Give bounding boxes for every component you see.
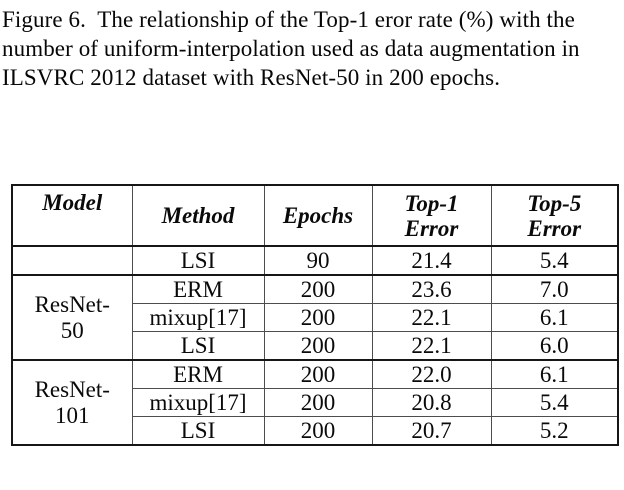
table-row: ResNet- 101 ERM 200 22.0 6.1 xyxy=(11,359,619,446)
top1-error-cell: 23.6 xyxy=(371,274,492,304)
table-row: LSI 200 20.7 5.2 xyxy=(12,416,619,446)
top5-error-cell: 5.4 xyxy=(490,388,619,417)
epochs-cell: 200 xyxy=(263,416,373,446)
col-header-top5-line2: Error xyxy=(527,215,582,241)
table-header-row: Model Method Epochs Top-1 Error Top-5 Er… xyxy=(11,184,619,247)
top1-error-cell: 20.8 xyxy=(371,388,492,417)
top1-error-cell: 21.4 xyxy=(371,245,492,276)
epochs-cell: 200 xyxy=(263,331,373,361)
col-header-model: Model xyxy=(11,184,133,247)
figure-caption-line-2: number of uniform-interpolation used as … xyxy=(2,36,580,61)
col-header-method: Method xyxy=(131,184,265,247)
method-cell: ERM xyxy=(131,274,265,304)
col-header-epochs: Epochs xyxy=(263,184,373,247)
top5-error-cell: 5.4 xyxy=(490,245,619,276)
model-cell-resnet50: ResNet- 50 xyxy=(11,274,133,361)
table-row: ResNet- 50 ERM 200 23.6 7.0 xyxy=(11,274,619,361)
top5-error-cell: 5.2 xyxy=(490,416,619,446)
table-row: LSI 90 21.4 5.4 xyxy=(11,245,619,276)
col-header-top5-line1: Top-5 xyxy=(527,190,582,216)
figure-caption: Figure 6. The relationship of the Top-1 … xyxy=(2,5,622,92)
table-row: mixup[17] 200 20.8 5.4 xyxy=(12,388,619,417)
method-cell: LSI xyxy=(131,331,265,361)
col-header-top1-line2: Error xyxy=(404,215,459,241)
top5-error-cell: 6.0 xyxy=(490,331,619,361)
top5-error-cell: 7.0 xyxy=(490,274,619,304)
top1-error-cell: 22.0 xyxy=(371,359,492,389)
model-name-line2: 101 xyxy=(55,402,90,428)
epochs-cell: 200 xyxy=(263,359,373,389)
figure-caption-line-1: Figure 6. The relationship of the Top-1 … xyxy=(2,7,575,32)
epochs-cell: 200 xyxy=(263,274,373,304)
model-name-line1: ResNet- xyxy=(34,291,110,317)
method-cell: ERM xyxy=(131,359,265,389)
top1-error-cell: 22.1 xyxy=(371,303,492,332)
epochs-cell: 90 xyxy=(263,245,373,276)
method-cell: mixup[17] xyxy=(131,303,265,332)
top1-error-cell: 22.1 xyxy=(371,331,492,361)
epochs-cell: 200 xyxy=(263,388,373,417)
model-name-line1: ResNet- xyxy=(34,376,110,402)
col-header-top1-error: Top-1 Error xyxy=(371,184,492,247)
top5-error-cell: 6.1 xyxy=(490,359,619,389)
table-row: mixup[17] 200 22.1 6.1 xyxy=(12,303,619,332)
top5-error-cell: 6.1 xyxy=(490,303,619,332)
method-cell: LSI xyxy=(131,416,265,446)
epochs-cell: 200 xyxy=(263,303,373,332)
method-cell: LSI xyxy=(131,245,265,276)
col-header-top5-error: Top-5 Error xyxy=(490,184,619,247)
figure-caption-line-3: ILSVRC 2012 dataset with ResNet-50 in 20… xyxy=(2,65,501,90)
model-cell-empty xyxy=(11,245,133,276)
model-name-line2: 50 xyxy=(60,317,84,343)
top1-error-cell: 20.7 xyxy=(371,416,492,446)
results-table: Model Method Epochs Top-1 Error Top-5 Er… xyxy=(11,184,619,446)
model-cell-resnet101: ResNet- 101 xyxy=(11,359,133,446)
method-cell: mixup[17] xyxy=(131,388,265,417)
col-header-top1-line1: Top-1 xyxy=(404,190,459,216)
